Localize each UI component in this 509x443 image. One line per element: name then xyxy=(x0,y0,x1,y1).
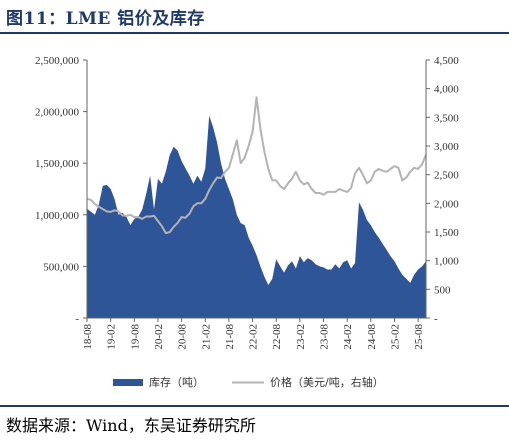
x-tick-label: 24-02 xyxy=(342,324,354,350)
legend-inventory-label: 库存（吨） xyxy=(149,375,204,389)
right-tick-label: - xyxy=(434,313,438,325)
right-tick-label: 4,500 xyxy=(434,55,459,67)
legend: 库存（吨） 价格（美元/吨，右轴） xyxy=(113,375,384,389)
inventory-area xyxy=(87,115,426,318)
x-tick-label: 18-08 xyxy=(82,324,94,350)
right-tick-label: 500 xyxy=(434,284,451,296)
lme-aluminum-chart: - 500,000 1,000,000 1,500,000 2,000,000 2,500… xyxy=(35,55,459,389)
x-tick-label: 19-02 xyxy=(106,324,118,350)
x-tick-label: 19-08 xyxy=(129,324,141,350)
axes: - 500,000 1,000,000 1,500,000 2,000,000 2,500… xyxy=(35,55,459,350)
x-tick-label: 25-08 xyxy=(413,324,425,350)
right-tick-label: 4,000 xyxy=(434,84,459,96)
page-title: 图11：LME 铝价及库存 xyxy=(6,9,205,29)
right-tick-label: 3,500 xyxy=(434,112,459,124)
right-tick-label: 3,000 xyxy=(434,141,459,153)
x-tick-label: 21-02 xyxy=(200,324,212,350)
x-tick-label: 21-08 xyxy=(224,324,236,350)
price-line xyxy=(86,96,427,235)
source-note: 数据来源：Wind，东吴证券研究所 xyxy=(6,416,256,435)
left-tick-label: 500,000 xyxy=(43,261,79,273)
title-divider xyxy=(0,32,509,34)
x-tick-label: 20-08 xyxy=(177,324,189,350)
x-tick-label: 25-02 xyxy=(389,324,401,350)
right-tick-label: 2,000 xyxy=(434,198,459,210)
right-tick-label: 1,500 xyxy=(434,227,459,239)
x-tick-label: 20-02 xyxy=(153,324,165,350)
plot-area xyxy=(86,96,427,318)
x-tick-label: 22-02 xyxy=(248,324,260,350)
right-tick-label: 2,500 xyxy=(434,170,459,182)
left-tick-label: 2,000,000 xyxy=(35,107,80,119)
x-tick-label: 23-08 xyxy=(319,324,331,350)
legend-inventory-swatch xyxy=(113,379,143,386)
left-tick-label: 1,500,000 xyxy=(35,158,80,170)
x-tick-label: 22-08 xyxy=(271,324,283,350)
left-tick-label: 1,000,000 xyxy=(35,210,80,222)
footer-divider xyxy=(0,405,509,407)
legend-price-label: 价格（美元/吨，右轴） xyxy=(270,375,384,389)
x-tick-label: 23-02 xyxy=(295,324,307,350)
x-tick-label: 24-08 xyxy=(366,324,378,350)
left-tick-label: 2,500,000 xyxy=(35,55,80,67)
left-tick-label: - xyxy=(75,313,79,325)
right-tick-label: 1,000 xyxy=(434,256,459,268)
